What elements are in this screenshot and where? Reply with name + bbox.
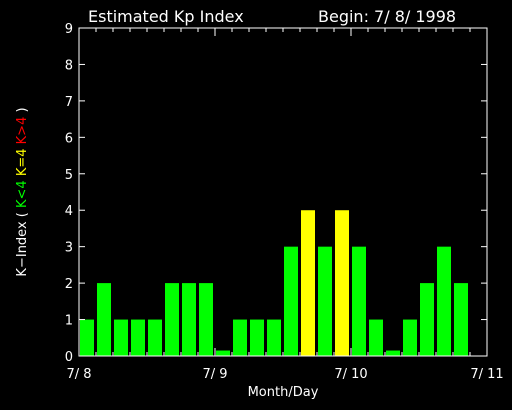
y-axis-label: K−Index ( K<4 K=4 K>4 ) <box>15 107 30 276</box>
kp-bar-7 <box>182 283 196 356</box>
kp-bar-13 <box>284 246 298 356</box>
x-axis-label: Month/Day <box>248 385 319 400</box>
x-tick-label: 7/ 11 <box>470 367 503 382</box>
chart-title: Estimated Kp Index <box>88 7 244 26</box>
y-tick-label: 8 <box>65 58 73 73</box>
y-tick-label: 5 <box>65 168 73 183</box>
kp-bar-16 <box>335 210 349 356</box>
begin-date-label: Begin: 7/ 8/ 1998 <box>318 7 456 26</box>
x-axis: 7/ 8 7/ 9 7/ 10 7/ 11 <box>66 28 504 382</box>
kp-bar-14 <box>301 210 315 356</box>
kp-bar-10 <box>233 319 247 356</box>
kp-bar-8 <box>199 283 213 356</box>
kp-bar-20 <box>403 319 417 356</box>
kp-bar-18 <box>369 319 383 356</box>
bar-series <box>80 210 468 356</box>
kp-bar-2 <box>97 283 111 356</box>
kp-bar-6 <box>165 283 179 356</box>
y-label-part: K−Index ( <box>15 212 30 276</box>
kp-bar-12 <box>267 319 281 356</box>
kp-bar-15 <box>318 246 332 356</box>
y-tick-label: 4 <box>65 204 73 219</box>
kp-bar-5 <box>148 319 162 356</box>
y-label-part: K<4 <box>15 180 30 212</box>
y-label-part: ) <box>15 107 30 116</box>
kp-bar-3 <box>114 319 128 356</box>
y-axis: 0 1 2 3 4 5 6 7 8 9 <box>65 22 487 365</box>
y-tick-label: 9 <box>65 22 73 37</box>
y-tick-label: 2 <box>65 277 73 292</box>
y-tick-label: 6 <box>65 131 73 146</box>
kp-bar-21 <box>420 283 434 356</box>
kp-bar-9 <box>216 350 230 356</box>
y-tick-label: 3 <box>65 241 73 256</box>
y-label-part: K>4 <box>15 117 30 149</box>
y-tick-label: 1 <box>65 314 73 329</box>
kp-bar-22 <box>437 246 451 356</box>
kp-bar-4 <box>131 319 145 356</box>
y-tick-label: 0 <box>65 350 73 365</box>
y-tick-label: 7 <box>65 95 73 110</box>
x-tick-label: 7/ 10 <box>334 367 367 382</box>
kp-bar-23 <box>454 283 468 356</box>
kp-bar-1 <box>80 319 94 356</box>
y-label-part: K=4 <box>15 148 30 180</box>
x-tick-label: 7/ 9 <box>202 367 227 382</box>
kp-bar-19 <box>386 350 400 356</box>
kp-bar-17 <box>352 246 366 356</box>
kp-bar-11 <box>250 319 264 356</box>
x-tick-label: 7/ 8 <box>66 367 91 382</box>
